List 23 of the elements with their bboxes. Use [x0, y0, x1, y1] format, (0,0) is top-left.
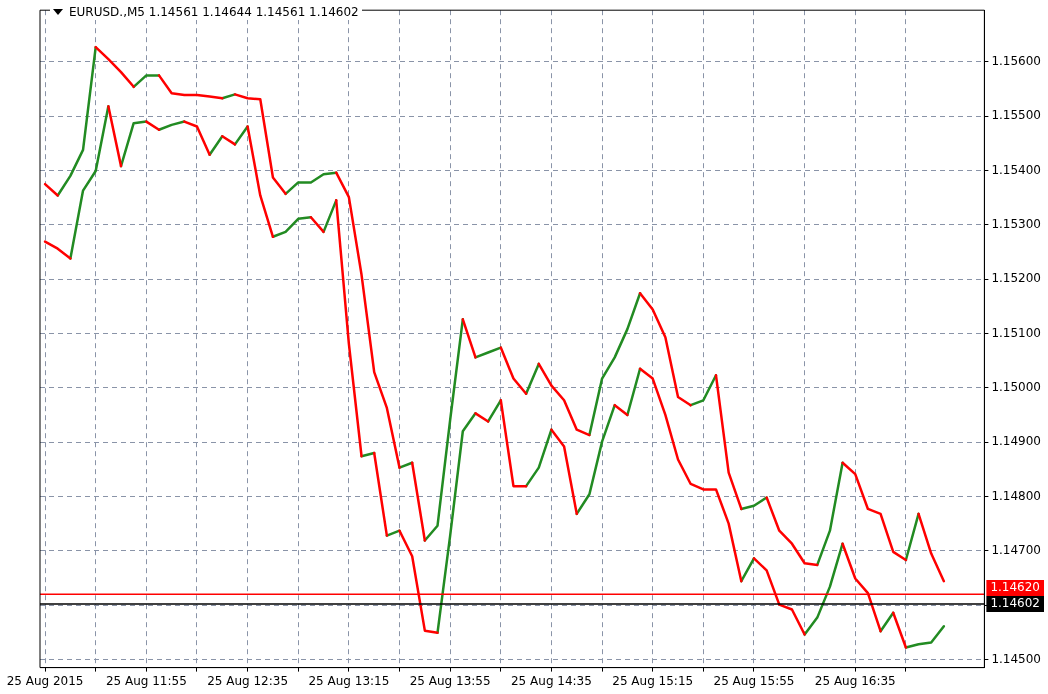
x-tick-label: 25 Aug 15:55: [713, 673, 795, 688]
y-tick-label: 1.15600: [991, 53, 1041, 68]
y-tick-label: 1.15400: [991, 162, 1041, 177]
y-tick-label: 1.15100: [991, 325, 1041, 340]
ref-line-label: 1.14620: [990, 580, 1040, 595]
x-tick-label: 25 Aug 14:35: [510, 673, 592, 688]
x-tick-label: 25 Aug 15:15: [612, 673, 694, 688]
x-tick-label: 25 Aug 12:35: [207, 673, 289, 688]
ref-line-label: 1.14602: [990, 596, 1040, 611]
x-tick-label: 25 Aug 2015: [6, 673, 84, 688]
y-tick-label: 1.14800: [991, 488, 1041, 503]
x-tick-label: 25 Aug 11:55: [105, 673, 187, 688]
y-tick-label: 1.15500: [991, 108, 1041, 123]
x-tick-label: 25 Aug 16:35: [814, 673, 896, 688]
x-tick-label: 25 Aug 13:55: [409, 673, 491, 688]
y-tick-label: 1.14900: [991, 434, 1041, 449]
y-tick-label: 1.14700: [991, 542, 1041, 557]
y-tick-label: 1.14500: [991, 651, 1041, 666]
y-tick-label: 1.15300: [991, 216, 1041, 231]
y-tick-label: 1.15200: [991, 271, 1041, 286]
y-tick-label: 1.15000: [991, 379, 1041, 394]
chart-title: EURUSD.,M5 1.14561 1.14644 1.14561 1.14602: [69, 5, 359, 19]
x-tick-label: 25 Aug 13:15: [308, 673, 390, 688]
